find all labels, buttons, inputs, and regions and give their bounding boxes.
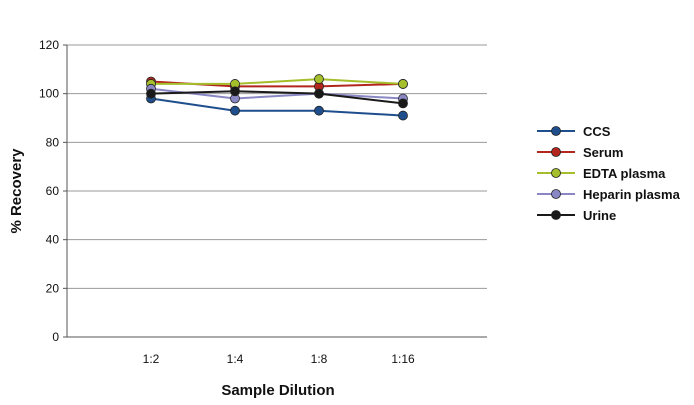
data-point [314, 74, 324, 84]
y-axis-title: % Recovery [8, 148, 25, 234]
y-tick-label: 40 [46, 233, 60, 247]
legend-label: Serum [583, 145, 623, 160]
data-point [230, 86, 240, 97]
y-tick-label: 80 [46, 135, 60, 149]
series-line [151, 78, 404, 85]
legend: CCS Serum EDTA plasma Heparin plasma Urine [537, 124, 681, 223]
data-point [314, 88, 324, 99]
series-lines [146, 74, 408, 121]
x-axis-title: Sample Dilution [221, 382, 334, 399]
series-line [150, 97, 404, 117]
gridlines [67, 44, 487, 289]
y-tick-label: 0 [52, 330, 59, 344]
legend-label: Urine [583, 208, 616, 223]
legend-swatch-marker [551, 210, 561, 220]
y-tick-label: 20 [46, 281, 60, 295]
data-point [230, 105, 240, 116]
x-tick-label: 1:2 [143, 352, 160, 366]
legend-swatch-marker [551, 147, 561, 157]
data-point [314, 105, 324, 116]
legend-swatch-marker [551, 189, 561, 199]
x-tick-label: 1:16 [391, 352, 415, 366]
legend-label: Heparin plasma [583, 187, 681, 202]
data-point [146, 88, 156, 99]
legend-swatch-marker [551, 168, 561, 178]
x-tick-labels: 1:2 1:4 1:8 1:16 [143, 352, 415, 366]
y-tick-label: 100 [39, 87, 59, 101]
legend-label: CCS [583, 124, 611, 139]
y-tick-label: 60 [46, 184, 60, 198]
legend-swatch-marker [551, 126, 561, 136]
data-point [398, 79, 408, 89]
y-tick-labels: 0 20 40 60 80 100 120 [39, 38, 59, 344]
x-tick-label: 1:4 [227, 352, 244, 366]
axes [63, 44, 487, 338]
series-line [150, 87, 404, 100]
series-line [150, 90, 404, 105]
data-point [398, 98, 408, 109]
x-tick-label: 1:8 [311, 352, 328, 366]
data-point [398, 110, 408, 121]
y-tick-label: 120 [39, 38, 59, 52]
legend-label: EDTA plasma [583, 166, 666, 181]
